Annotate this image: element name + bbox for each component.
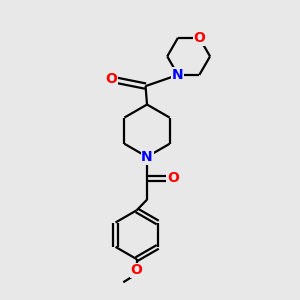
Text: O: O xyxy=(131,263,142,278)
Text: O: O xyxy=(167,171,179,185)
Text: O: O xyxy=(105,72,117,86)
Text: N: N xyxy=(141,150,153,164)
Text: O: O xyxy=(194,31,205,45)
Text: N: N xyxy=(172,68,184,82)
